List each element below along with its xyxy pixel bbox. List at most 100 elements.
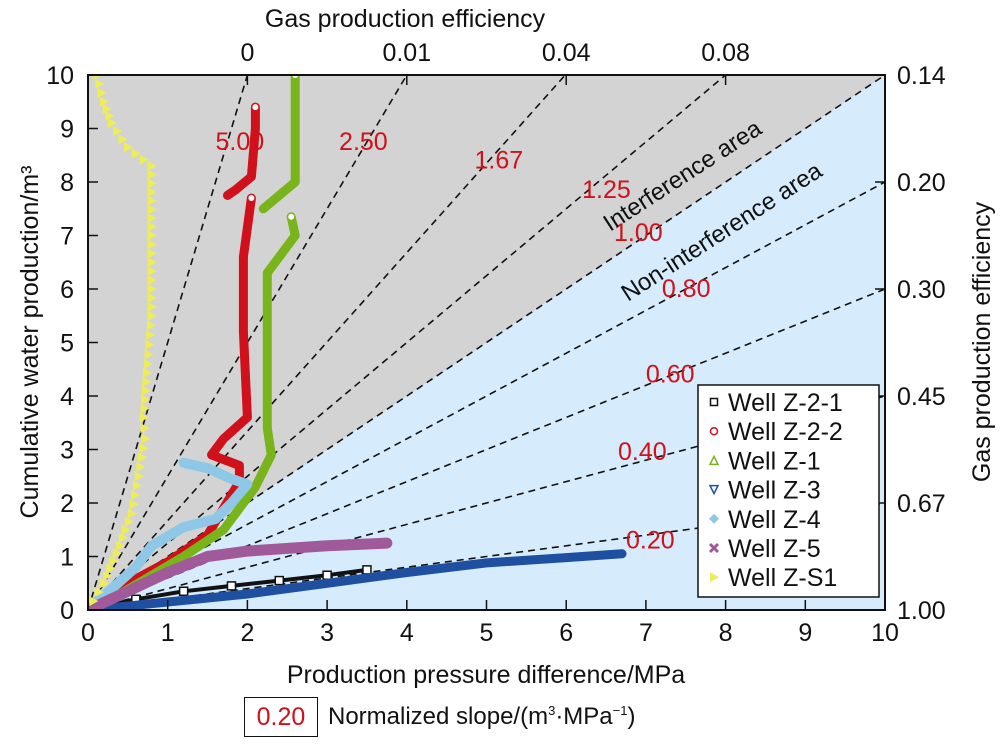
series-point [99, 96, 109, 107]
legend-marker-triangle-right-icon [710, 572, 719, 583]
series-point [99, 578, 109, 589]
series-point [136, 461, 146, 472]
series-point [106, 563, 116, 574]
series-point [147, 292, 157, 303]
series-point [107, 118, 117, 129]
series-point [147, 266, 157, 277]
series-point [147, 204, 157, 215]
legend-item: Well Z-2-2 [709, 418, 843, 446]
series-point [252, 104, 259, 111]
legend-label: Well Z-1 [728, 447, 821, 475]
series-point [131, 148, 141, 159]
non-interference-region [88, 75, 885, 610]
series-point [142, 376, 152, 387]
legend-marker-circle-icon [709, 426, 719, 436]
right-tick-label: 1.00 [897, 597, 946, 625]
series-point [89, 596, 99, 607]
legend-item: Well Z-1 [708, 447, 821, 475]
legend-item: Well Z-5 [708, 535, 821, 563]
slope-label-1.00: 1.00 [614, 219, 663, 247]
series-point [147, 160, 157, 171]
y-tick-label: 10 [46, 62, 74, 90]
x-tick-label: 6 [559, 619, 573, 647]
series-point [139, 412, 149, 423]
right-axis-title: Gas production efficiency [968, 201, 996, 482]
x-axis-title: Production pressure difference/MPa [287, 661, 685, 689]
x-tick-label: 2 [240, 619, 254, 647]
series-line-1-0 [223, 102, 260, 200]
y-tick-label: 4 [60, 383, 74, 411]
right-tick-label: 0.14 [897, 62, 946, 90]
series-point [147, 239, 157, 250]
legend-box [697, 384, 880, 598]
x-tick-label: 0 [81, 619, 95, 647]
series-point [288, 213, 295, 220]
series-point [103, 570, 113, 581]
series-point [147, 195, 157, 206]
series-point [147, 301, 157, 312]
series-point [129, 499, 139, 510]
series-point [146, 330, 156, 341]
legend-item: Well Z-S1 [710, 564, 837, 592]
series-point [141, 394, 151, 405]
series-point [143, 367, 153, 378]
series-point [146, 320, 156, 331]
legend-label: Well Z-2-2 [728, 418, 843, 446]
series-point [362, 565, 372, 575]
y-axis-title: Cumulative water production/m³ [16, 166, 44, 519]
series-point [147, 248, 157, 259]
slope-label-0.40: 0.40 [618, 438, 667, 466]
top-tick-label: 0.08 [701, 39, 750, 67]
legend-label: Well Z-4 [728, 506, 821, 534]
right-tick-label: 0.45 [897, 383, 946, 411]
slope-line-0.80 [88, 181, 885, 610]
series-point [137, 452, 147, 463]
x-tick-label: 5 [480, 619, 494, 647]
series-point [141, 433, 151, 444]
slope-line-5.00 [88, 75, 249, 610]
series-point [102, 103, 112, 114]
x-tick-label: 10 [871, 619, 899, 647]
series-point [113, 126, 123, 137]
top-tick-label: 0.01 [382, 39, 431, 67]
slope-label-1.67: 1.67 [475, 147, 524, 175]
series-point [147, 257, 157, 268]
y-tick-label: 1 [60, 544, 74, 572]
slope-line-2.50 [88, 75, 408, 610]
series-point [109, 555, 119, 566]
y-tick-label: 2 [60, 490, 74, 518]
y-tick-label: 5 [60, 330, 74, 358]
series-point [144, 349, 154, 360]
series-point [147, 310, 157, 321]
series-point [94, 587, 104, 598]
y-tick-label: 8 [60, 169, 74, 197]
series-line-2-0 [258, 75, 300, 214]
series-point [226, 581, 237, 591]
x-tick-label: 8 [719, 619, 733, 647]
series-point [143, 358, 153, 369]
right-tick-label: 0.67 [897, 490, 946, 518]
y-tick-label: 6 [60, 276, 74, 304]
series-point [147, 284, 157, 294]
legend-label: Well Z-2-1 [728, 389, 843, 417]
series-point [147, 221, 157, 232]
series-point [140, 403, 150, 414]
series-point [123, 142, 133, 153]
slope-label-5.00: 5.00 [216, 128, 265, 156]
top-tick-label: 0 [240, 39, 254, 67]
slope-label-0.80: 0.80 [662, 275, 711, 303]
series-point [115, 540, 125, 551]
x-tick-label: 7 [639, 619, 653, 647]
series-point [95, 78, 105, 89]
series-point [121, 524, 131, 535]
slope-note-text: Normalized slope/(m3·MPa−1) [328, 703, 636, 730]
slope-label-2.50: 2.50 [339, 128, 388, 156]
series-point [141, 385, 151, 396]
slope-label-1.25: 1.25 [582, 176, 631, 204]
y-tick-label: 7 [60, 223, 74, 251]
series-point [147, 187, 157, 198]
series-point [178, 586, 189, 597]
legend-label: Well Z-5 [728, 535, 821, 563]
